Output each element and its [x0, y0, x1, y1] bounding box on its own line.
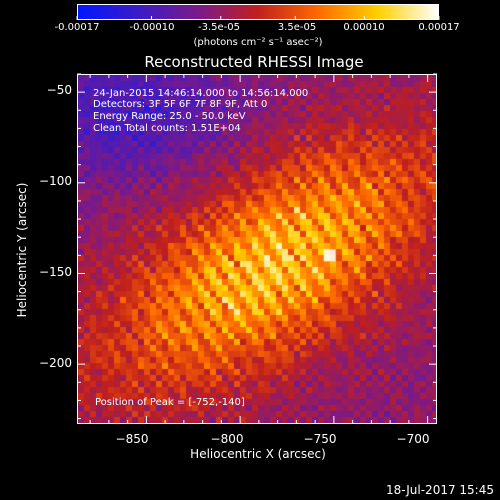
timestamp: 18-Jul-2017 15:45 [385, 483, 494, 497]
annotation-energy-range: Energy Range: 25.0 - 50.0 keV [93, 111, 246, 122]
x-tick-label: −750 [303, 432, 337, 446]
plot-area [77, 74, 437, 424]
heatmap-image [78, 75, 436, 423]
y-tick-label: −200 [39, 356, 72, 370]
colorbar-tick-label: -0.00017 [54, 22, 100, 33]
chart-title: Reconstructed RHESSI Image [144, 53, 364, 71]
annotation-detectors: Detectors: 3F 5F 6F 7F 8F 9F, Att 0 [93, 99, 268, 110]
colorbar-tick-label: 0.00017 [418, 22, 460, 33]
x-axis-label: Heliocentric X (arcsec) [190, 447, 326, 461]
colorbar-tick-label: -3.5e-05 [198, 22, 240, 33]
y-axis-label: Heliocentric Y (arcsec) [15, 182, 29, 318]
x-tick-label: −850 [115, 432, 149, 446]
y-tick-label: −100 [39, 174, 72, 188]
y-tick-label: −50 [46, 83, 72, 97]
y-tick-label: −150 [39, 265, 72, 279]
annotation-clean-counts: Clean Total counts: 1.51E+04 [93, 123, 241, 134]
annotation-time-range: 24-Jan-2015 14:46:14.000 to 14:56:14.000 [93, 88, 309, 99]
x-tick-label: −800 [210, 432, 244, 446]
colorbar-tick-label: 0.00010 [343, 22, 385, 33]
colorbar-tick-label: 3.5e-05 [277, 22, 317, 33]
x-tick-label: −700 [396, 432, 430, 446]
colorbar-unit-label: (photons cm⁻² s⁻¹ asec⁻²) [193, 37, 323, 48]
colorbar [77, 4, 439, 20]
peak-position-label: Position of Peak = [-752,-140] [95, 397, 245, 408]
colorbar-tick-label: -0.00010 [129, 22, 175, 33]
